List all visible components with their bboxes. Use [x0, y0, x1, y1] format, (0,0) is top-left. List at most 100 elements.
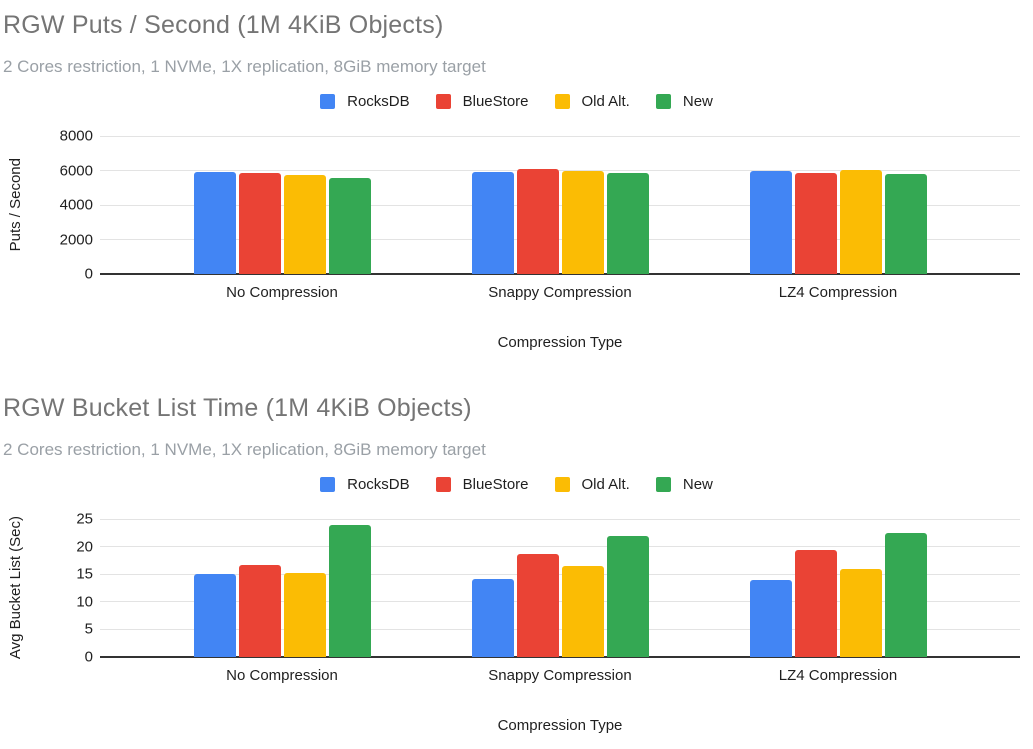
chart-subtitle: 2 Cores restriction, 1 NVMe, 1X replicat… — [3, 57, 486, 76]
bar-group-snappy-compression — [421, 136, 699, 274]
y-axis-title-box: Avg Bucket List (Sec) — [0, 516, 30, 659]
x-axis-baseline — [100, 273, 1020, 275]
bar-bluestore-no-compression — [238, 173, 281, 274]
y-tick-label: 0 — [84, 265, 93, 283]
legend: RocksDB BlueStore Old Alt. New — [0, 476, 1033, 493]
legend: RocksDB BlueStore Old Alt. New — [0, 93, 1033, 110]
chart-subtitle: 2 Cores restriction, 1 NVMe, 1X replicat… — [3, 440, 486, 459]
x-axis-title: Compression Type — [497, 717, 623, 734]
gridline — [100, 239, 1020, 240]
legend-item-old-alt: Old Alt. — [554, 93, 630, 110]
legend-item-new: New — [655, 476, 713, 493]
legend-label: RocksDB — [347, 476, 410, 493]
legend-label: New — [682, 476, 713, 493]
chart-rgw-bucket-list-time: RGW Bucket List Time (1M 4KiB Objects) 2… — [0, 352, 1033, 735]
bar-rocksdb-no-compression — [193, 171, 236, 274]
legend-swatch-icon — [655, 477, 671, 492]
legend-item-rocksdb: RocksDB — [320, 93, 410, 110]
bar-bluestore-snappy-compression — [516, 169, 559, 274]
gridline — [100, 573, 1020, 575]
y-tick-label: 2000 — [59, 231, 93, 248]
legend-label: BlueStore — [462, 93, 529, 110]
y-tick-label: 5 — [84, 620, 93, 638]
plot-area — [100, 135, 1020, 275]
y-tick-label: 25 — [76, 510, 93, 528]
gridline — [100, 518, 1020, 520]
x-category-label: Snappy Compression — [488, 667, 632, 684]
x-category-label: No Compression — [226, 667, 338, 684]
bar-group-lz4-compression — [699, 136, 977, 274]
legend-label: RocksDB — [347, 93, 410, 110]
gridline — [100, 204, 1020, 206]
x-category-label: LZ4 Compression — [778, 284, 898, 301]
y-tick-label: 4000 — [59, 196, 93, 214]
y-tick-label: 0 — [84, 648, 93, 666]
plot-row: Avg Bucket List (Sec) 25 20 15 10 5 0 — [0, 511, 1033, 666]
legend-item-bluestore: BlueStore — [435, 476, 529, 493]
x-category-label: LZ4 Compression — [778, 667, 898, 684]
bar-rocksdb-snappy-compression — [471, 171, 514, 274]
legend-swatch-icon — [554, 94, 570, 109]
bar-old-alt-no-compression — [283, 572, 326, 657]
x-category-label: No Compression — [226, 284, 338, 301]
y-tick-label: 6000 — [59, 162, 93, 179]
bar-groups — [100, 519, 1020, 657]
plot-area — [100, 518, 1020, 658]
bar-new-snappy-compression — [606, 172, 649, 274]
y-tick-label: 15 — [76, 565, 93, 583]
gridline — [100, 170, 1020, 171]
bar-groups — [100, 136, 1020, 274]
x-category-label: Snappy Compression — [488, 284, 632, 301]
legend-label: Old Alt. — [581, 476, 630, 493]
bar-new-snappy-compression — [606, 535, 649, 657]
legend-item-bluestore: BlueStore — [435, 93, 529, 110]
x-axis-baseline — [100, 656, 1020, 658]
y-tick-label: 10 — [76, 593, 93, 611]
bar-group-no-compression — [143, 519, 421, 657]
legend-label: New — [682, 93, 713, 110]
bar-group-lz4-compression — [699, 519, 977, 657]
bar-group-snappy-compression — [421, 519, 699, 657]
y-axis-ticks: 25 20 15 10 5 0 — [30, 511, 100, 666]
legend-swatch-icon — [554, 477, 570, 492]
bar-old-alt-snappy-compression — [561, 171, 604, 274]
legend-swatch-icon — [320, 94, 336, 109]
x-axis-category-labels: No Compression Snappy Compression LZ4 Comp… — [100, 667, 1020, 685]
bar-bluestore-snappy-compression — [516, 553, 559, 657]
bar-old-alt-snappy-compression — [561, 565, 604, 657]
y-tick-label: 8000 — [59, 127, 93, 145]
plot-row: Puts / Second 8000 6000 4000 2000 0 — [0, 128, 1033, 283]
bar-bluestore-no-compression — [238, 564, 281, 657]
bar-rocksdb-no-compression — [193, 573, 236, 657]
legend-swatch-icon — [435, 94, 451, 109]
chart-rgw-puts-per-second: RGW Puts / Second (1M 4KiB Objects) 2 Co… — [0, 0, 1033, 352]
bar-new-lz4-compression — [884, 174, 927, 274]
x-axis-title: Compression Type — [497, 334, 623, 351]
bar-old-alt-no-compression — [283, 175, 326, 274]
y-axis-ticks: 8000 6000 4000 2000 0 — [30, 128, 100, 283]
legend-label: BlueStore — [462, 476, 529, 493]
y-axis-title: Puts / Second — [6, 158, 24, 252]
bar-new-no-compression — [328, 524, 371, 657]
bar-old-alt-lz4-compression — [839, 169, 882, 274]
bar-old-alt-lz4-compression — [839, 568, 882, 657]
chart-title: RGW Bucket List Time (1M 4KiB Objects) — [3, 394, 472, 422]
bar-rocksdb-lz4-compression — [749, 579, 792, 657]
legend-label: Old Alt. — [581, 93, 630, 110]
bar-bluestore-lz4-compression — [794, 173, 837, 274]
gridline — [100, 628, 1020, 630]
gridline — [100, 135, 1020, 137]
legend-swatch-icon — [320, 477, 336, 492]
bar-new-lz4-compression — [884, 532, 927, 657]
legend-item-old-alt: Old Alt. — [554, 476, 630, 493]
y-tick-label: 20 — [76, 538, 93, 556]
bar-rocksdb-lz4-compression — [749, 171, 792, 274]
gridline — [100, 601, 1020, 603]
bar-rocksdb-snappy-compression — [471, 578, 514, 657]
y-axis-title-box: Puts / Second — [0, 136, 30, 274]
x-axis-category-labels: No Compression Snappy Compression LZ4 Comp… — [100, 284, 1020, 302]
legend-item-rocksdb: RocksDB — [320, 476, 410, 493]
legend-item-new: New — [655, 93, 713, 110]
legend-swatch-icon — [435, 477, 451, 492]
legend-swatch-icon — [655, 94, 671, 109]
